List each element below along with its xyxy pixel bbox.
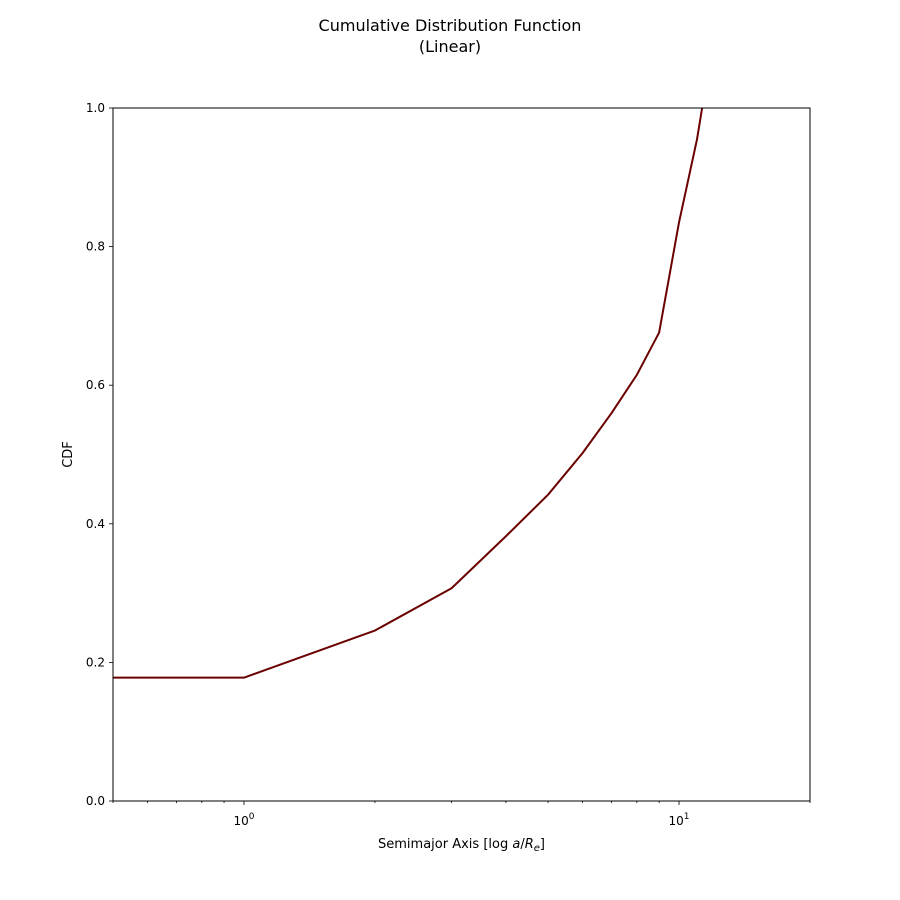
cdf-line [113, 107, 704, 679]
y-tick-label: 0.0 [86, 794, 105, 808]
y-tick-label: 0.6 [86, 378, 105, 392]
y-axis-label: CDF [61, 441, 76, 468]
y-ticks: 0.0 0.2 0.4 0.6 0.8 1.0 [86, 101, 113, 808]
axes-frame [112, 107, 811, 802]
x-tick-label: 100 [233, 812, 254, 828]
y-tick-label: 0.2 [86, 655, 105, 669]
x-axis-label: Semimajor Axis [log a/Re] [378, 837, 545, 854]
series-layer [113, 107, 704, 679]
x-major-ticks: 100 101 [233, 801, 690, 828]
x-tick-label: 101 [669, 812, 690, 828]
y-tick-label: 0.8 [86, 240, 105, 254]
chart-subtitle: (Linear) [418, 37, 482, 56]
y-tick-label: 0.4 [86, 517, 105, 531]
chart-title: Cumulative Distribution Function [318, 16, 582, 35]
y-tick-label: 1.0 [86, 101, 105, 115]
